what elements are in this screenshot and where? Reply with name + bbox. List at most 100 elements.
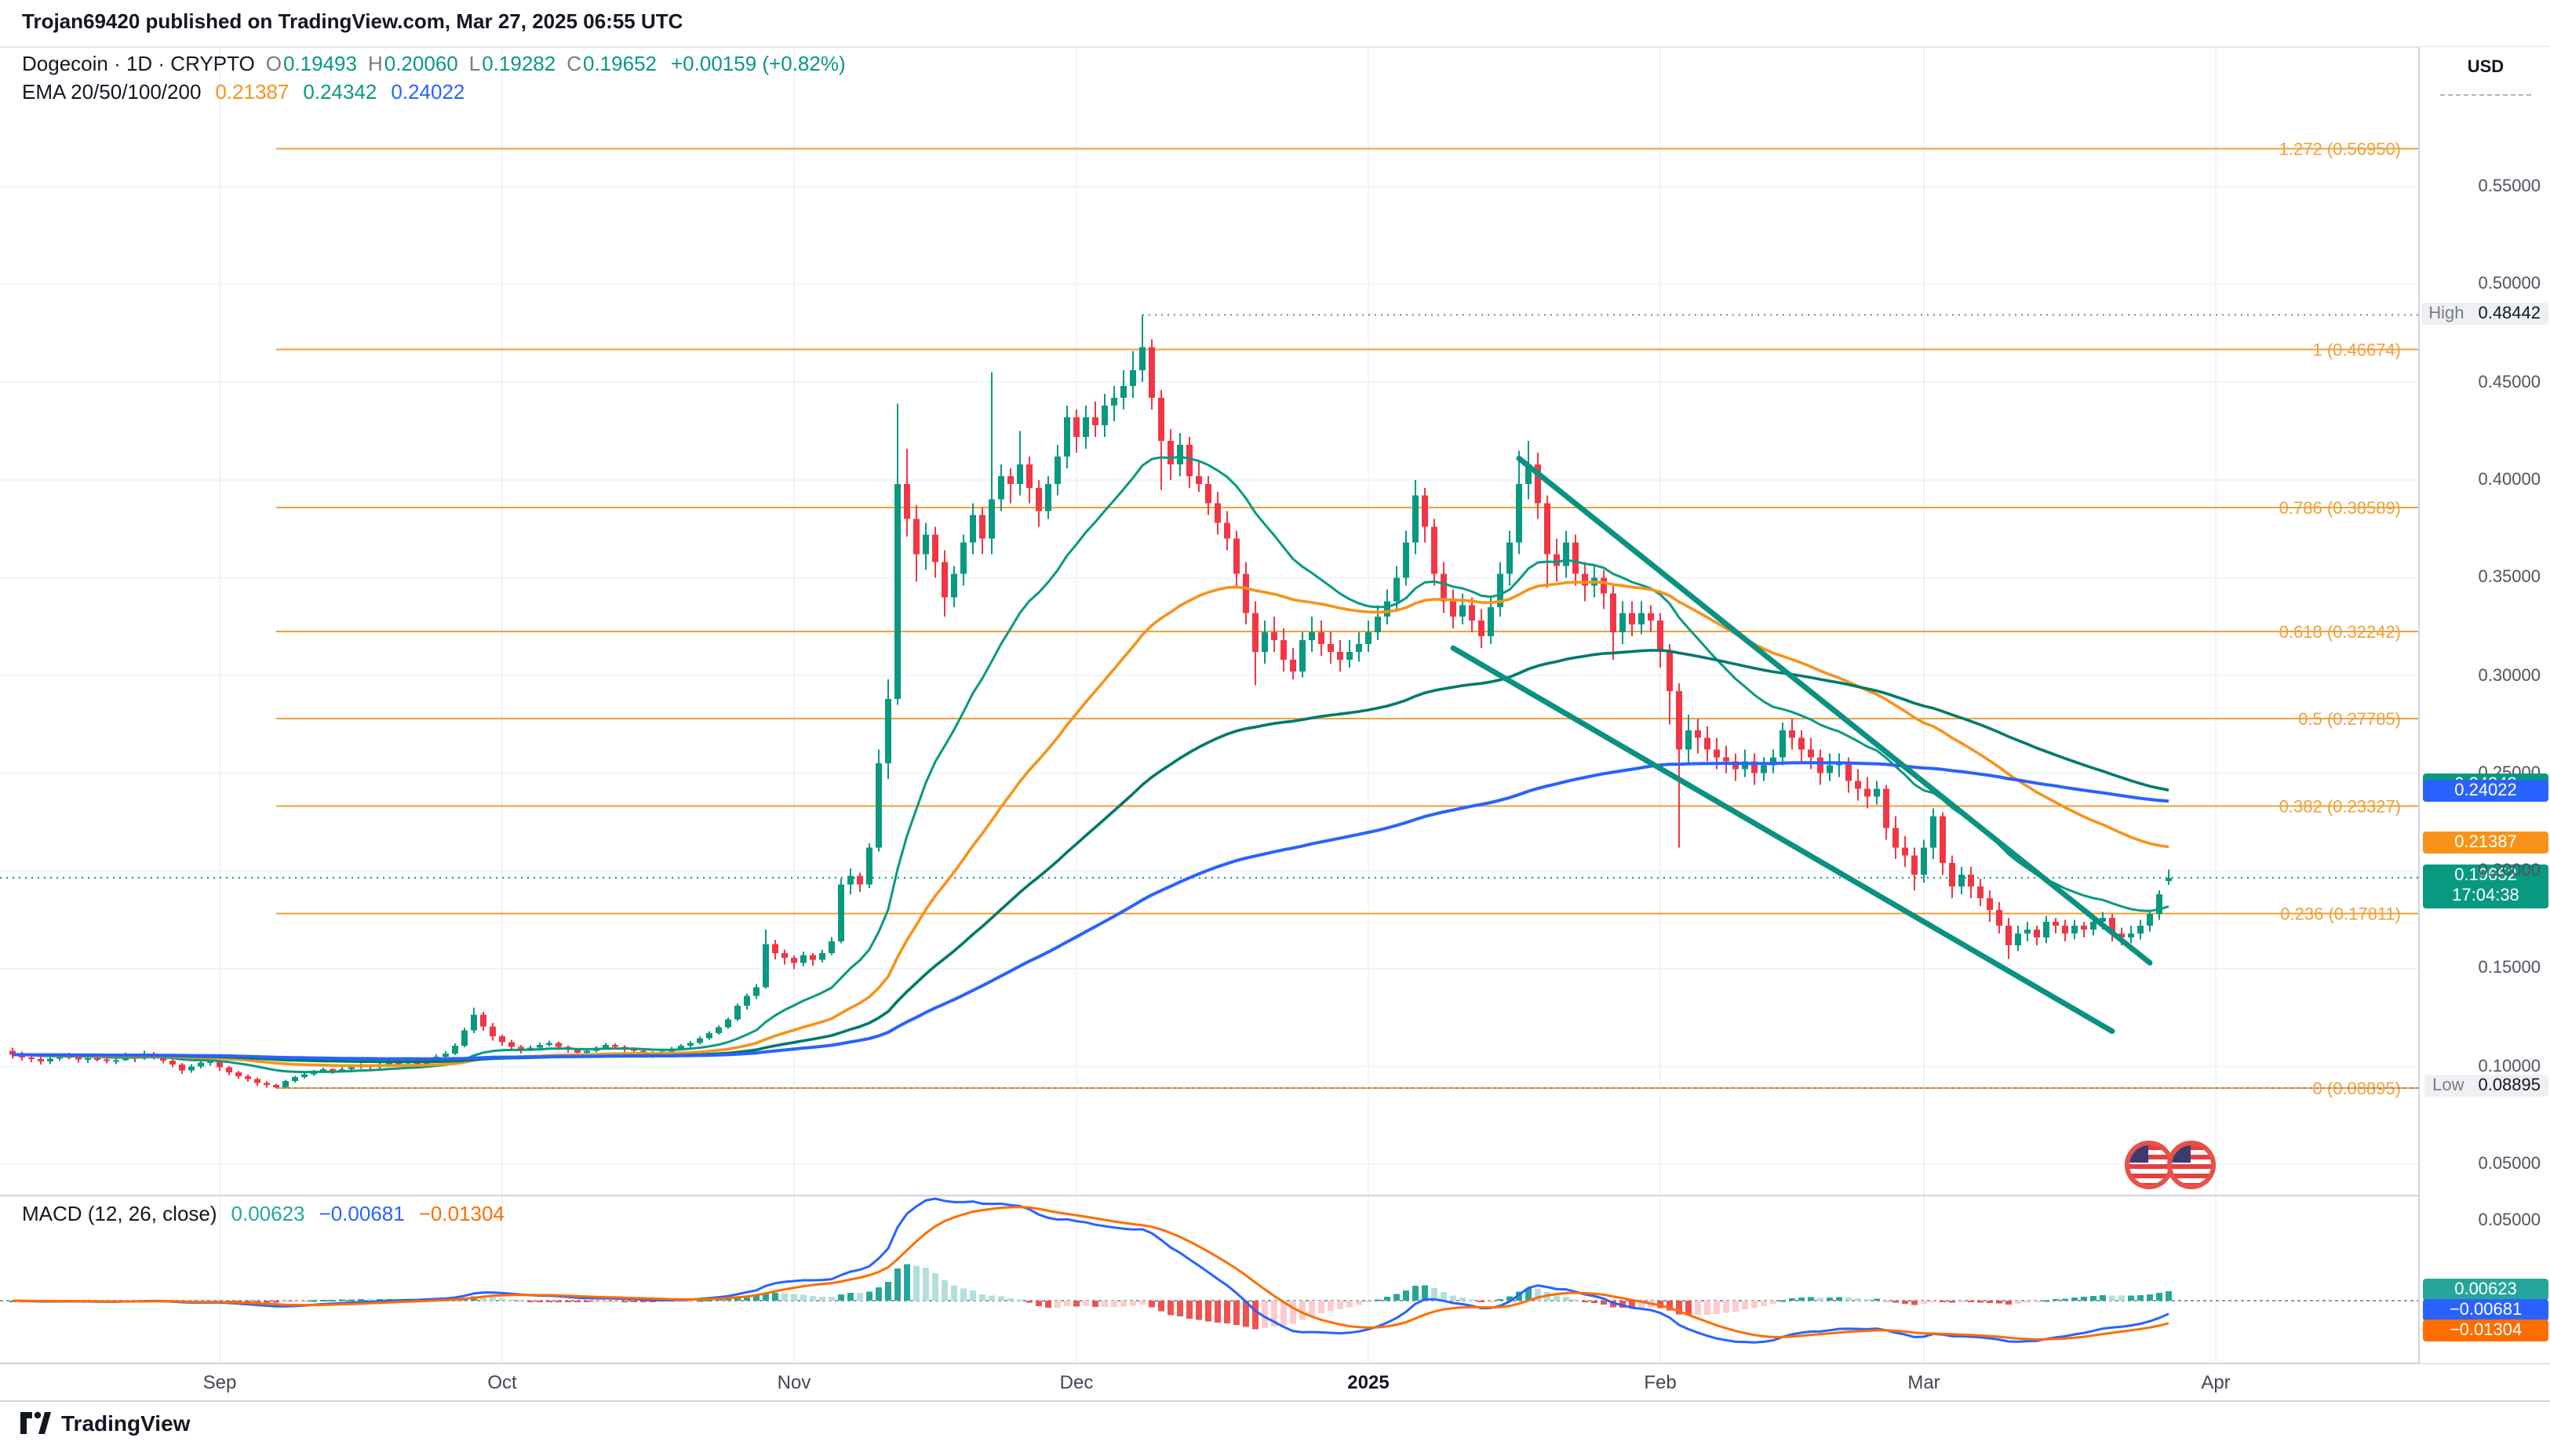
candle-body <box>1685 730 1692 750</box>
candle-body <box>2005 925 2012 945</box>
macd-histogram-bar <box>1977 1301 1984 1303</box>
candle-body <box>1083 417 1089 437</box>
candle-body <box>264 1083 270 1086</box>
candle-body <box>574 1050 581 1053</box>
candle-body <box>2024 929 2031 934</box>
macd-value-badge: −0.00681 <box>2423 1299 2548 1321</box>
macd-line-value: −0.00681 <box>319 1202 405 1225</box>
candle-body <box>1525 464 1532 484</box>
macd-histogram-bar <box>2081 1297 2087 1301</box>
macd-histogram-bar <box>1478 1301 1484 1302</box>
macd-histogram-bar <box>254 1301 260 1303</box>
candle-body <box>395 1062 402 1065</box>
macd-histogram-bar <box>1431 1288 1437 1301</box>
candle-body <box>471 1014 477 1031</box>
fib-level-label: 0.5 (0.27785) <box>2298 709 2401 729</box>
candle-body <box>753 987 760 996</box>
macd-histogram-bar <box>2156 1293 2162 1301</box>
macd-histogram-bar <box>1356 1301 1362 1305</box>
candle-body <box>1996 910 2002 926</box>
macd-histogram-bar <box>706 1299 712 1301</box>
macd-histogram-bar <box>1892 1301 1899 1303</box>
time-axis-label: Mar <box>1907 1371 1940 1393</box>
ema-legend-label[interactable]: EMA 20/50/100/200 <box>22 80 202 104</box>
change-value: +0.00159 (+0.82%) <box>671 52 846 75</box>
macd-histogram-bar <box>1761 1301 1767 1306</box>
price-axis[interactable]: USD High 0.48442 Low 0.08895 0.19652 17:04… <box>2418 47 2550 1363</box>
candle-body <box>2034 929 2040 937</box>
candle-body <box>1073 417 1080 437</box>
candle-body <box>443 1054 449 1057</box>
ema-price-badge: 0.21387 <box>2423 831 2548 854</box>
candle-body <box>2090 921 2096 930</box>
macd-histogram-bar <box>734 1297 741 1301</box>
tradingview-brand[interactable]: TradingView <box>61 1410 191 1436</box>
macd-histogram-bar <box>1780 1300 1786 1302</box>
candle-body <box>1544 503 1550 555</box>
candle-body <box>1026 464 1033 488</box>
macd-histogram-bar <box>1525 1287 1532 1301</box>
candle-body <box>951 573 957 598</box>
fib-level-label: 0.382 (0.23327) <box>2279 796 2401 816</box>
candle-body <box>1855 781 1861 789</box>
candle-body <box>1506 542 1513 574</box>
symbol-title[interactable]: Dogecoin · 1D · CRYPTO <box>22 52 255 75</box>
candle-body <box>217 1061 223 1068</box>
macd-histogram-bar <box>1149 1301 1155 1308</box>
macd-histogram-bar <box>1535 1288 1541 1301</box>
macd-histogram-bar <box>527 1301 534 1302</box>
macd-histogram-bar <box>687 1301 694 1302</box>
price-scale-handle[interactable] <box>2440 94 2531 96</box>
macd-histogram-bar <box>904 1264 910 1301</box>
macd-histogram-bar <box>565 1301 571 1302</box>
candle-body <box>1704 737 1710 750</box>
macd-value-badge: −0.01304 <box>2423 1320 2548 1341</box>
candle-body <box>1610 593 1616 633</box>
candle-body <box>603 1044 609 1048</box>
macd-histogram-bar <box>1168 1301 1174 1316</box>
macd-histogram-bar <box>1309 1301 1315 1316</box>
candle-body <box>1572 542 1579 574</box>
macd-histogram-bar <box>1836 1297 1842 1301</box>
candle-body <box>490 1026 496 1036</box>
candle-body <box>1055 456 1061 484</box>
macd-histogram-bar <box>942 1280 948 1301</box>
macd-histogram-bar <box>829 1297 835 1301</box>
candle-body <box>254 1079 260 1083</box>
macd-tick: 0.05000 <box>2478 1210 2541 1230</box>
candle-body <box>847 875 854 885</box>
candle-body <box>1921 847 1927 875</box>
macd-histogram-bar <box>1026 1301 1033 1303</box>
macd-histogram-bar <box>1845 1298 1852 1301</box>
candle-body <box>2015 933 2021 945</box>
macd-histogram-bar <box>1177 1301 1183 1317</box>
currency-label[interactable]: USD <box>2467 58 2504 77</box>
tradingview-logo-icon[interactable] <box>19 1410 52 1436</box>
candle-body <box>556 1043 562 1047</box>
macd-histogram-bar <box>960 1288 967 1301</box>
macd-legend-label[interactable]: MACD (12, 26, close) <box>22 1202 217 1225</box>
macd-histogram-bar <box>2109 1295 2115 1301</box>
macd-histogram-bar <box>1817 1298 1823 1301</box>
time-axis[interactable]: Sep Oct Nov Dec 2025 Feb Mar Apr <box>0 1363 2418 1401</box>
macd-histogram-bar <box>1130 1301 1136 1306</box>
macd-histogram-bar <box>1139 1301 1146 1305</box>
macd-histogram-bar <box>1751 1301 1758 1309</box>
candle-body <box>1864 788 1871 797</box>
candle-body <box>791 958 797 963</box>
macd-histogram-bar <box>1638 1301 1645 1308</box>
candle-body <box>1271 632 1277 641</box>
macd-histogram-bar <box>1233 1301 1240 1326</box>
macd-histogram-bar <box>1196 1301 1202 1320</box>
candle-body <box>2166 877 2172 881</box>
macd-histogram-bar <box>1055 1301 1061 1308</box>
macd-histogram-bar <box>668 1301 675 1302</box>
candle-body <box>1892 828 1899 848</box>
time-axis-label: Dec <box>1059 1371 1094 1393</box>
macd-histogram-bar <box>2118 1295 2125 1301</box>
macd-histogram-bar <box>781 1293 788 1301</box>
macd-histogram-bar <box>2147 1294 2153 1301</box>
candle-body <box>923 534 929 555</box>
macd-value-badge: 0.00623 <box>2423 1279 2548 1301</box>
